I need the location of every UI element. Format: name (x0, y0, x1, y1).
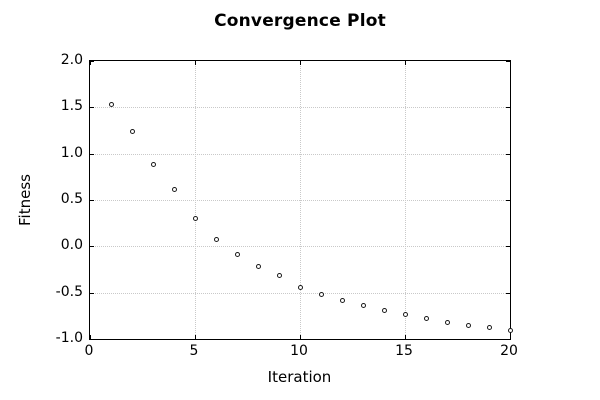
x-tick-mark (510, 335, 511, 339)
data-point (192, 216, 198, 222)
data-point (108, 102, 114, 108)
x-tick-mark (90, 61, 91, 65)
x-tick-label: 20 (500, 343, 518, 359)
y-tick-label: 1.5 (60, 98, 83, 115)
v-gridline (405, 61, 406, 339)
v-gridline (195, 61, 196, 339)
x-tick-mark (405, 335, 406, 339)
y-tick-mark (506, 339, 510, 340)
data-point (360, 303, 366, 309)
y-tick-mark (506, 246, 510, 248)
y-tick-mark (90, 292, 94, 294)
x-tick-mark (405, 61, 406, 65)
x-tick-label: 0 (84, 343, 94, 359)
x-tick-mark (510, 61, 511, 65)
data-point (381, 307, 387, 313)
data-point (150, 162, 156, 168)
x-axis-label: Iteration (267, 368, 332, 386)
data-point (276, 272, 282, 278)
y-tick-mark (506, 153, 510, 155)
x-tick-mark (195, 335, 196, 339)
data-point (171, 187, 177, 193)
y-tick-mark (90, 107, 94, 109)
data-point (402, 312, 408, 318)
y-tick-mark (90, 61, 94, 62)
data-point (129, 128, 135, 134)
data-point (465, 322, 471, 328)
y-tick-mark (506, 292, 510, 294)
y-tick-mark (90, 246, 94, 248)
y-tick-label: 0.0 (60, 237, 83, 254)
y-tick-mark (506, 200, 510, 201)
y-tick-label: -1.0 (55, 330, 83, 346)
data-point (213, 237, 219, 243)
v-gridline (300, 61, 301, 339)
x-tick-mark (300, 335, 301, 339)
data-point (234, 252, 240, 258)
data-point (423, 316, 429, 322)
y-tick-mark (506, 107, 510, 109)
y-tick-mark (506, 61, 510, 62)
y-tick-label: 0.5 (60, 191, 83, 207)
y-tick-mark (90, 153, 94, 155)
x-tick-label: 10 (290, 343, 308, 359)
x-tick-mark (90, 335, 91, 339)
x-tick-mark (300, 61, 301, 65)
plot-area (89, 60, 513, 340)
y-tick-label: -0.5 (55, 283, 83, 300)
x-tick-label: 15 (395, 343, 413, 359)
y-tick-label: 1.0 (60, 144, 83, 161)
y-tick-label: 2.0 (60, 52, 83, 68)
data-point (318, 292, 324, 298)
x-tick-label: 5 (189, 343, 199, 359)
data-point (339, 297, 345, 303)
chart-title: Convergence Plot (214, 11, 386, 31)
y-axis-label: Fitness (16, 174, 34, 226)
y-tick-mark (90, 200, 94, 201)
data-point (486, 325, 492, 331)
data-point (255, 264, 261, 270)
data-point (297, 284, 303, 290)
data-point (507, 328, 513, 334)
y-tick-mark (90, 339, 94, 340)
data-point (444, 319, 450, 325)
x-tick-mark (195, 61, 196, 65)
